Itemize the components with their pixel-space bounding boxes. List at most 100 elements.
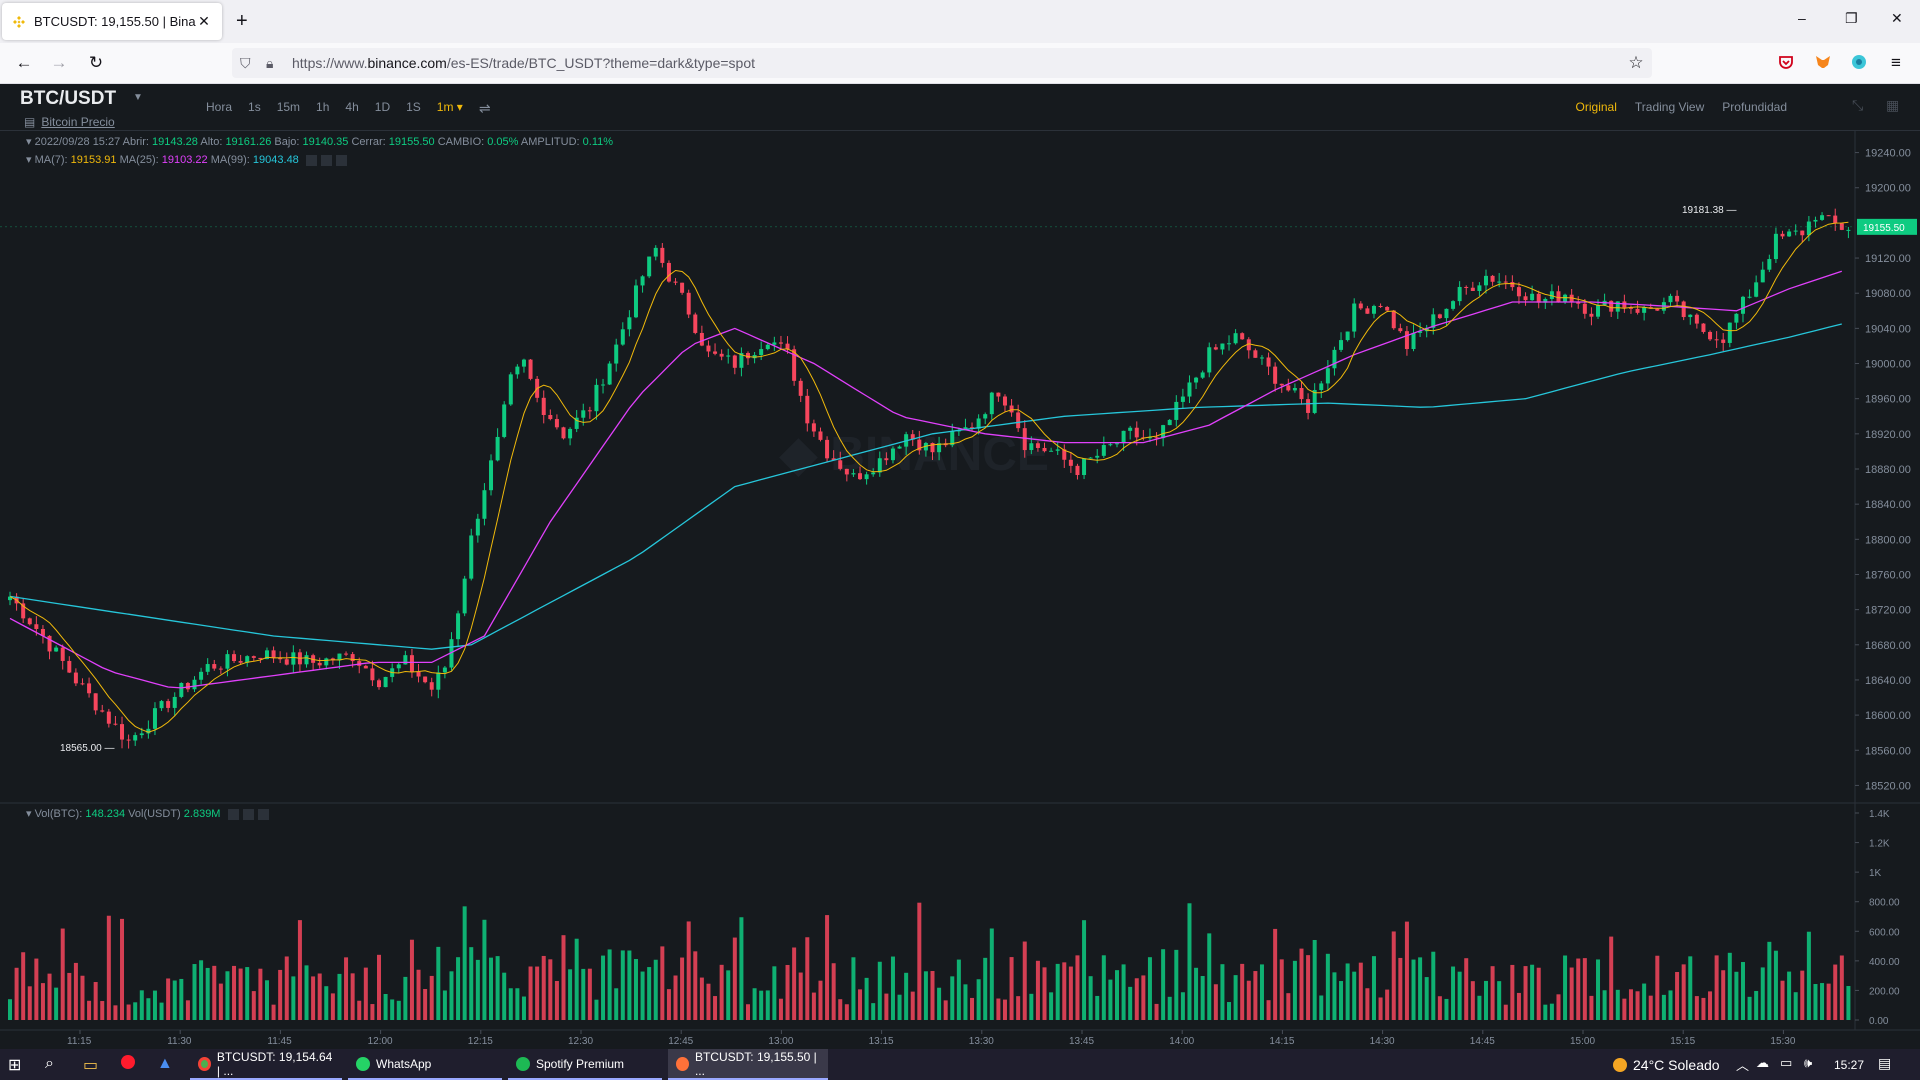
ma-settings-icon[interactable] (305, 154, 317, 166)
taskbar-chrome-window[interactable]: BTCUSDT: 19,154.64 | ... (190, 1049, 342, 1080)
menu-icon[interactable]: ≡ (1891, 53, 1901, 72)
vol-hide-icon[interactable] (242, 808, 254, 820)
app-icon[interactable]: ▲ (157, 1055, 173, 1072)
windows-start-icon[interactable]: ⊞ (8, 1057, 22, 1074)
address-bar[interactable]: ⛉ 🔒︎ https://www. binance.com/es-ES/trade… (232, 48, 1652, 78)
price-axis-label: 18840.00 (1865, 499, 1911, 511)
vol-settings-icon[interactable] (227, 808, 239, 820)
interval-hora[interactable]: Hora (206, 100, 233, 114)
price-axis-label: 19200.00 (1865, 183, 1911, 195)
volume-bar (1424, 977, 1429, 1020)
browser-tab[interactable]: BTCUSDT: 19,155.50 | Binance Sp ✕ (2, 3, 222, 40)
candle-body (1543, 298, 1548, 303)
candle-body (1516, 287, 1521, 297)
volume-bar (100, 1001, 105, 1020)
candle-body (1510, 282, 1515, 288)
volume-bar (54, 987, 59, 1020)
interval-1s[interactable]: 1s (248, 100, 261, 114)
candle-body (1806, 221, 1811, 236)
candle-body (917, 439, 922, 451)
volume-bar (983, 957, 988, 1020)
volume-bar (818, 980, 823, 1020)
volume-bar (106, 915, 111, 1020)
taskbar-firefox-window[interactable]: BTCUSDT: 19,155.50 | ... (668, 1049, 828, 1080)
candlestick-chart[interactable]: ◆ BINANCE19240.0019200.0019120.0019080.0… (0, 85, 1920, 1049)
chevron-down-icon[interactable]: ▼ (133, 92, 143, 103)
opera-icon[interactable] (121, 1055, 135, 1074)
notifications-icon[interactable]: ▤ (1878, 1055, 1892, 1071)
pocket-icon[interactable] (1777, 53, 1795, 71)
collapse-icon[interactable]: ⤡ (1852, 97, 1864, 113)
cloud-icon[interactable]: ☁ (1756, 1055, 1769, 1070)
volume-bar (1708, 991, 1713, 1020)
interval-1m[interactable]: 1m ▾ (436, 100, 463, 114)
reload-icon[interactable]: ↻ (88, 53, 104, 72)
volume-bar (1068, 966, 1073, 1020)
candle-body (1681, 301, 1686, 318)
ma-hide-icon[interactable] (320, 154, 332, 166)
volume-bar (317, 973, 322, 1020)
weather-widget[interactable]: 24°C Soleado (1605, 1049, 1728, 1080)
interval-15m[interactable]: 15m (276, 100, 301, 114)
lock-icon[interactable]: 🔒︎ (266, 55, 274, 71)
new-tab-button[interactable]: + (236, 10, 248, 32)
shield-icon[interactable]: ⛉ (240, 55, 251, 71)
clock[interactable]: 15:27 (1834, 1057, 1865, 1072)
restore-button[interactable]: ❐ (1845, 10, 1858, 26)
candle-body (396, 664, 401, 669)
volume-icon[interactable]: 🕪︎ (1804, 1055, 1813, 1070)
volume-bar (759, 990, 764, 1020)
volume-bar (943, 1000, 948, 1020)
candle-body (93, 693, 98, 711)
view-depth[interactable]: Profundidad (1722, 100, 1787, 114)
price-axis-label: 18960.00 (1865, 394, 1911, 406)
chrome-icon (198, 1056, 211, 1071)
forward-icon[interactable]: → (50, 53, 68, 72)
candle-body (1253, 350, 1258, 358)
bitcoin-price-link[interactable]: Bitcoin Precio (41, 115, 115, 129)
ma-close-icon[interactable] (335, 154, 347, 166)
volume-bar (93, 982, 98, 1020)
taskbar-spotify[interactable]: Spotify Premium (508, 1049, 662, 1080)
back-icon[interactable]: ← (15, 53, 33, 72)
chart-settings-icon[interactable]: ⇌ (478, 100, 491, 116)
view-tradingview[interactable]: Trading View (1634, 100, 1705, 114)
volume-bar (884, 993, 889, 1020)
price-axis-label: 18600.00 (1865, 710, 1911, 722)
candle-body (429, 682, 434, 690)
candle-body (172, 696, 177, 708)
volume-bar (1154, 1003, 1159, 1020)
search-icon[interactable]: ⌕ (45, 1055, 54, 1072)
volume-bar (805, 937, 810, 1020)
chevron-up-icon[interactable]: ︿ (1736, 1058, 1750, 1073)
volume-axis-label: 800.00 (1869, 898, 1900, 909)
candle-body (778, 342, 783, 344)
interval-4h[interactable]: 4h (345, 100, 359, 114)
network-icon[interactable]: ▭ (1780, 1055, 1793, 1070)
bookmark-star-icon[interactable]: ☆ (1628, 53, 1644, 72)
ohlc-info: ▾ 2022/09/28 15:27 Abrir: 19143.28 Alto:… (26, 136, 614, 148)
symbol-title[interactable]: BTC/USDT (20, 88, 117, 109)
candle-body (1154, 437, 1159, 439)
file-explorer-icon[interactable]: ▭ (83, 1057, 99, 1074)
volume-bar (1200, 976, 1205, 1020)
candle-body (1688, 314, 1693, 318)
volume-bar (442, 990, 447, 1020)
candle-body (772, 342, 777, 345)
tab-close-icon[interactable]: ✕ (198, 13, 210, 29)
vol-close-icon[interactable] (257, 808, 269, 820)
grid-layout-icon[interactable]: ▦ (1886, 97, 1900, 113)
close-window-button[interactable]: ✕ (1891, 10, 1903, 26)
taskbar-whatsapp[interactable]: WhatsApp (348, 1049, 502, 1080)
interval-1h[interactable]: 1h (316, 100, 330, 114)
minimize-button[interactable]: – (1798, 10, 1806, 26)
time-axis-label: 13:15 (869, 1036, 894, 1047)
view-original[interactable]: Original (1575, 100, 1617, 114)
interval-1w[interactable]: 1S (406, 100, 421, 114)
interval-1d[interactable]: 1D (374, 100, 391, 114)
volume-bar (1563, 955, 1568, 1020)
volume-bar (739, 917, 744, 1020)
metamask-icon[interactable] (1814, 53, 1832, 71)
extension-icon[interactable] (1850, 53, 1868, 71)
firefox-icon (676, 1056, 689, 1071)
